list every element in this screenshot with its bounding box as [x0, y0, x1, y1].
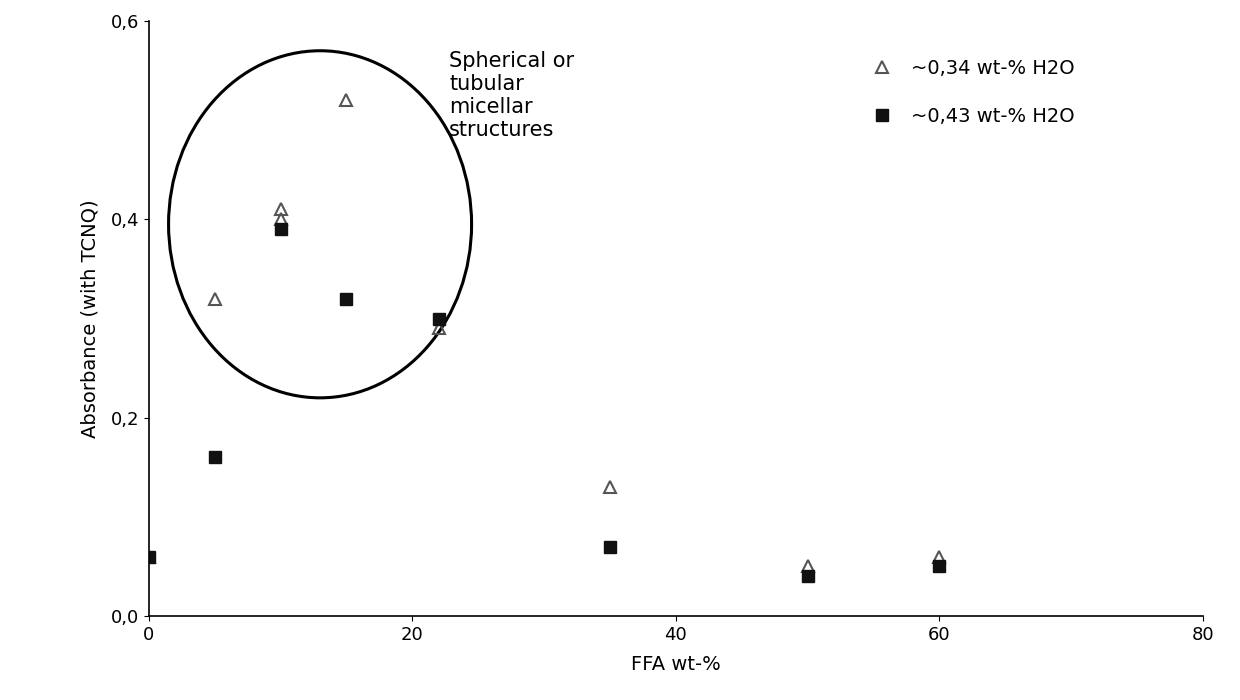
Y-axis label: Absorbance (with TCNQ): Absorbance (with TCNQ)	[81, 199, 99, 438]
Line: ~0,34 wt-% H2O: ~0,34 wt-% H2O	[143, 94, 946, 573]
~0,43 wt-% H2O	[339, 295, 353, 303]
~0,43 wt-% H2O	[207, 453, 222, 461]
~0,34 wt-% H2O	[432, 324, 446, 332]
~0,43 wt-% H2O	[800, 572, 815, 580]
~0,43 wt-% H2O	[932, 562, 947, 570]
~0,34 wt-% H2O	[207, 295, 222, 303]
Line: ~0,43 wt-% H2O: ~0,43 wt-% H2O	[143, 223, 946, 582]
~0,34 wt-% H2O	[932, 552, 947, 561]
~0,43 wt-% H2O	[273, 225, 288, 233]
~0,34 wt-% H2O	[339, 96, 353, 104]
X-axis label: FFA wt-%: FFA wt-%	[631, 654, 720, 674]
~0,34 wt-% H2O	[273, 215, 288, 223]
~0,43 wt-% H2O	[141, 552, 156, 561]
~0,34 wt-% H2O	[603, 483, 618, 491]
~0,34 wt-% H2O	[141, 552, 156, 561]
~0,43 wt-% H2O	[432, 314, 446, 323]
~0,34 wt-% H2O	[273, 205, 288, 214]
Legend: ~0,34 wt-% H2O, ~0,43 wt-% H2O: ~0,34 wt-% H2O, ~0,43 wt-% H2O	[856, 50, 1083, 134]
~0,34 wt-% H2O	[800, 562, 815, 570]
Text: Spherical or
tubular
micellar
structures: Spherical or tubular micellar structures	[449, 51, 574, 140]
~0,43 wt-% H2O	[603, 542, 618, 551]
